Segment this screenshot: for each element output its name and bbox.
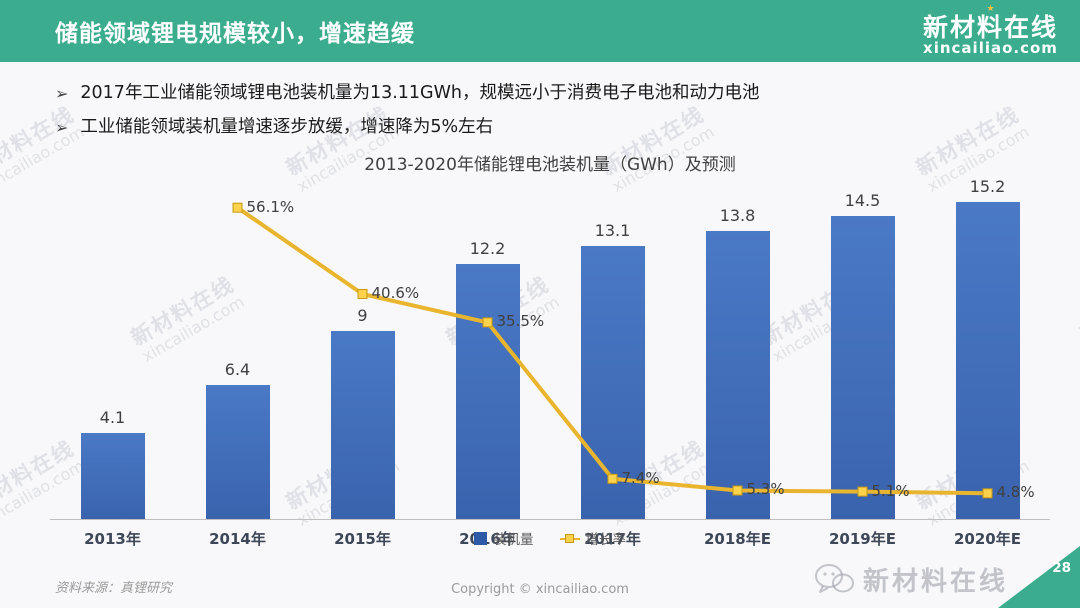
footer-copyright: Copyright © xincailiao.com [451, 582, 629, 597]
plot-area: 4.1 2013年 6.4 2014年 9 2015年 12.2 2016年 13.1 2017年… [50, 177, 1050, 548]
page-corner-triangle [998, 546, 1080, 608]
bar-value-label: 12.2 [469, 239, 506, 259]
growth-line [236, 206, 988, 496]
bar [205, 385, 270, 519]
line-marker [857, 486, 868, 497]
legend-item-bars: 装机量 [474, 528, 534, 548]
wechat-icon [814, 563, 854, 593]
bar [80, 433, 145, 519]
line-value-label: 56.1% [246, 197, 295, 216]
bullet-item: ➢ 工业储能领域装机量增速逐步放缓，增速降为5%左右 [55, 114, 1045, 141]
chart-title: 2013-2020年储能锂电池装机量（GWh）及预测 [364, 155, 736, 175]
bar [455, 264, 520, 519]
bullet-text: 工业储能领域装机量增速逐步放缓，增速降为5%左右 [80, 117, 494, 137]
bar-value-label: 14.5 [844, 191, 881, 211]
bullet-list: ➢ 2017年工业储能领域锂电池装机量为13.11GWh，规模远小于消费电子电池… [55, 80, 1045, 148]
line-marker [357, 289, 368, 299]
line-value-label: 5.3% [746, 480, 785, 499]
line-value-label: 40.6% [371, 283, 420, 302]
legend-item-line: 增长率 [559, 528, 627, 548]
star-icon: ★ [986, 4, 995, 14]
bar-value-label: 15.2 [969, 176, 1006, 196]
bar [955, 201, 1020, 519]
legend-label-line: 增长率 [585, 532, 627, 548]
footer-source: 资料来源：真锂研究 [55, 581, 173, 596]
x-axis-label: 2016年 [459, 530, 516, 548]
brand-domain: xincailiao.com [923, 39, 1058, 58]
line-value-label: 4.8% [996, 483, 1035, 502]
x-axis-label: 2020年E [954, 530, 1021, 548]
page-title: 储能领域锂电规模较小，增速趋缓 [55, 21, 415, 47]
bar-value-label: 13.8 [719, 205, 756, 225]
chart: 2013-2020年储能锂电池装机量（GWh）及预测 4.1 2013年 6.4 20… [50, 150, 1050, 578]
bullet-item: ➢ 2017年工业储能领域锂电池装机量为13.11GWh，规模远小于消费电子电池… [55, 80, 1045, 107]
legend-swatch-line [559, 533, 580, 543]
bar [580, 245, 645, 519]
line-value-label: 5.1% [871, 481, 910, 500]
line-marker [607, 473, 618, 484]
bar [830, 216, 895, 519]
growth-line-svg [232, 202, 993, 499]
x-axis-label: 2015年 [334, 530, 391, 548]
bar-value-label: 9 [357, 306, 368, 326]
line-marker [482, 317, 493, 328]
x-axis-label: 2017年 [584, 530, 641, 548]
page-number: 28 [1052, 560, 1071, 576]
brand-logo: ★ 新材料在线 xincailiao.com [922, 4, 1058, 58]
bar [705, 230, 770, 519]
legend: 装机量 增长率 [50, 528, 1050, 548]
legend-label-bar: 装机量 [493, 532, 534, 548]
x-axis-label: 2014年 [209, 530, 266, 548]
brand-name: 新材料在线 [922, 13, 1058, 42]
bar-value-label: 6.4 [224, 360, 251, 380]
bar-value-label: 13.1 [594, 220, 631, 240]
legend-swatch-bar [474, 531, 487, 545]
bar [330, 331, 395, 519]
line-value-label: 7.4% [621, 468, 660, 487]
x-axis-label: 2018年E [704, 530, 771, 548]
bullet-arrow-icon: ➢ [55, 84, 69, 103]
bar-value-label: 4.1 [99, 408, 126, 428]
x-axis-label: 2013年 [84, 530, 141, 548]
wechat-watermark: 新材料在线 [813, 561, 1008, 598]
line-marker [732, 485, 743, 496]
line-marker [232, 202, 243, 213]
x-axis-label: 2019年E [829, 530, 896, 548]
bullet-text: 2017年工业储能领域锂电池装机量为13.11GWh，规模远小于消费电子电池和动… [80, 83, 760, 103]
line-value-label: 35.5% [496, 312, 545, 331]
header-bar: 储能领域锂电规模较小，增速趋缓 ★ 新材料在线 xincailiao.com [0, 0, 1080, 62]
line-marker [982, 488, 993, 499]
bullet-arrow-icon: ➢ [55, 118, 69, 137]
watermark-brand-text: 新材料在线 [862, 567, 1008, 597]
